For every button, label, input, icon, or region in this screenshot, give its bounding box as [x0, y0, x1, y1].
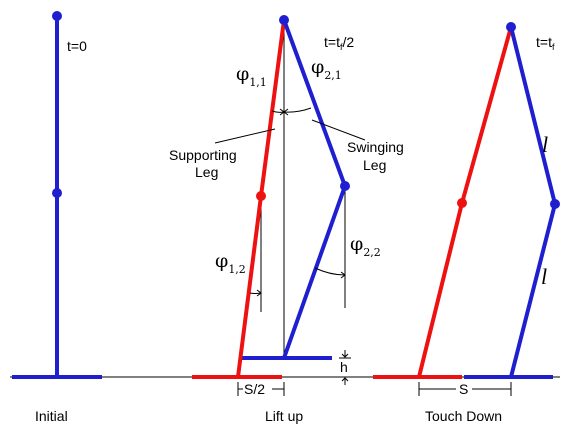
- phi-2-1-label: φ2,1: [311, 56, 342, 82]
- initial-caption: Initial: [35, 408, 68, 424]
- arrow-phi-1-2: [256, 289, 262, 297]
- swinging-leg-label-line2: Leg: [363, 157, 386, 173]
- stage-touchdown: t=tf l l S Touch Down: [373, 22, 560, 424]
- phi-1-2-label: φ1,2: [215, 250, 246, 276]
- touchdown-blue-leg: [509, 26, 558, 378]
- supporting-leg-label-line1: Supporting: [169, 147, 237, 163]
- supporting-leg-callout: [214, 128, 276, 144]
- arrow-phi-2-1: [283, 108, 289, 116]
- arc-phi-2-1: [283, 107, 312, 113]
- initial-knee-joint: [52, 188, 62, 198]
- phi-1-1-label: φ1,1: [236, 63, 267, 89]
- arrow-phi-2-2: [340, 271, 346, 279]
- arc-phi-1-2: [249, 292, 262, 294]
- touchdown-hip-joint: [506, 22, 516, 32]
- segment-length-lower-label: l: [541, 264, 547, 289]
- half-step-label: S/2: [244, 381, 265, 397]
- swinging-leg-label-line1: Swinging: [347, 139, 404, 155]
- arc-phi-2-2: [314, 267, 346, 276]
- height-label: h: [340, 359, 348, 375]
- swinging-leg-callout: [311, 119, 366, 141]
- touchdown-blue-knee-joint: [550, 199, 560, 209]
- liftup-caption: Lift up: [265, 408, 303, 424]
- step-label: S: [459, 381, 468, 397]
- stage-liftup: φ1,1 φ2,1 φ1,2 φ2,2 Supporting Leg Swing…: [169, 15, 404, 424]
- h-arrow-bottom: [341, 377, 349, 385]
- touchdown-caption: Touch Down: [425, 408, 502, 424]
- initial-time-label: t=0: [67, 38, 87, 54]
- supporting-leg-label-line2: Leg: [195, 164, 218, 180]
- liftup-hip-joint: [279, 15, 289, 25]
- touchdown-red-knee-joint: [457, 198, 467, 208]
- liftup-swing-knee-joint: [340, 181, 350, 191]
- liftup-time-label: t=tf/2: [324, 34, 354, 52]
- segment-length-upper-label: l: [542, 132, 548, 157]
- touchdown-time-label: t=tf: [536, 34, 555, 52]
- liftup-support-knee-joint: [256, 191, 266, 201]
- h-arrow-top: [341, 350, 349, 358]
- stage-initial: t=0 Initial: [12, 11, 102, 424]
- phi-2-2-label: φ2,2: [350, 233, 381, 259]
- initial-hip-joint: [52, 11, 62, 21]
